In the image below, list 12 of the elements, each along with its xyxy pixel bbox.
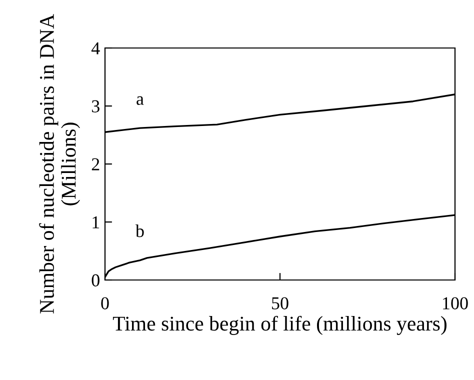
y-tick-label: 3 bbox=[92, 100, 100, 112]
x-tick-label: 100 bbox=[443, 297, 468, 310]
y-tick-label: 2 bbox=[92, 158, 100, 170]
x-tick-label: 0 bbox=[101, 297, 109, 310]
y-axis-title: Number of nucleotide pairs in DNA (Millions) bbox=[39, 14, 80, 314]
series-label: b bbox=[135, 224, 144, 238]
x-axis-title: Time since begin of life (millions years) bbox=[112, 316, 446, 335]
y-tick-label: 1 bbox=[92, 216, 100, 228]
y-tick-label: 4 bbox=[91, 42, 100, 54]
x-tick-label: 50 bbox=[272, 297, 288, 310]
y-tick-label: 0 bbox=[92, 274, 100, 286]
series-label: a bbox=[136, 96, 144, 105]
